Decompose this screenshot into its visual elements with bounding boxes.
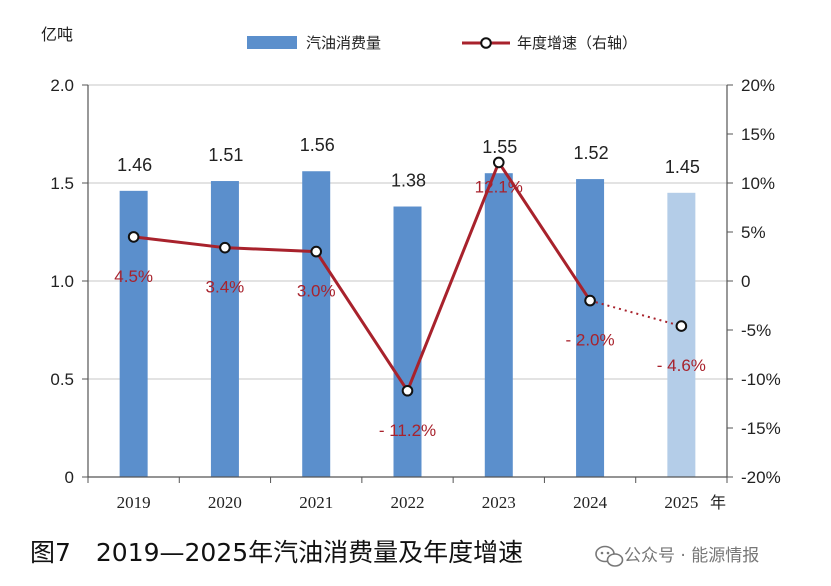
bar-value-label: 1.38 [391, 171, 426, 191]
x-tick-label: 2022 [391, 493, 425, 512]
bar [484, 173, 513, 477]
growth-point [310, 245, 323, 258]
right-tick-label: -10% [741, 370, 781, 389]
right-tick-label: 10% [741, 174, 775, 193]
watermark-text: 公众号 · 能源情报 [624, 546, 759, 566]
right-tick-label: 0 [741, 272, 750, 291]
x-axis-unit: 年 [710, 493, 726, 512]
right-tick-label: -20% [741, 468, 781, 487]
growth-point [492, 156, 505, 169]
x-tick-label: 2019 [117, 493, 151, 512]
legend-bar-swatch [247, 36, 297, 49]
growth-line-solid [133, 160, 592, 393]
growth-line [127, 156, 688, 397]
growth-point [584, 294, 596, 307]
bar [302, 171, 331, 478]
growth-value-label: - 4.6% [657, 356, 706, 375]
legend-line-marker [480, 37, 492, 49]
left-tick-label: 0.5 [50, 370, 74, 389]
left-tick-label: 0 [65, 468, 74, 487]
bar-value-label: 1.52 [574, 143, 609, 163]
growth-point [401, 384, 414, 397]
right-tick-label: 20% [741, 76, 775, 95]
right-tick-label: 15% [741, 125, 775, 144]
left-tick-label: 1.0 [50, 272, 74, 291]
left-tick-label: 2.0 [50, 76, 74, 95]
right-tick-label: -15% [741, 419, 781, 438]
bar-value-label: 1.56 [300, 135, 335, 155]
legend-bar-label: 汽油消费量 [306, 34, 381, 52]
left-tick-label: 1.5 [50, 174, 74, 193]
x-tick-label: 2025 [664, 493, 698, 512]
legend: 汽油消费量 年度增速（右轴） [247, 34, 637, 52]
bar [393, 206, 422, 477]
legend-line-label: 年度增速（右轴） [517, 34, 637, 52]
growth-point [127, 231, 140, 243]
bar-value-label: 1.55 [482, 137, 517, 157]
growth-value-label: 4.5% [114, 267, 153, 286]
bar [210, 181, 239, 478]
bar-value-label: 1.51 [208, 145, 243, 165]
growth-value-label: - 11.2% [379, 421, 436, 440]
growth-value-label: 12.1% [475, 177, 523, 196]
wechat-icon [595, 545, 624, 567]
left-axis-unit: 亿吨 [41, 25, 73, 44]
watermark: 公众号 · 能源情报 [595, 545, 759, 567]
growth-point [675, 320, 688, 332]
axes: 0 0.5 1.0 1.5 2.0 -20% -15% -10% -5% 0 5% 10% 15% 20%… [50, 76, 780, 512]
growth-value-label: 3.0% [297, 282, 336, 301]
growth-value-label: - 2.0% [566, 331, 615, 350]
growth-value-label: 3.4% [206, 278, 245, 297]
x-tick-label: 2024 [573, 493, 608, 512]
growth-line-dotted [589, 299, 682, 328]
growth-point [219, 241, 231, 254]
bar-value-label: 1.45 [665, 157, 700, 177]
x-tick-label: 2023 [482, 493, 516, 512]
right-tick-label: -5% [741, 321, 771, 340]
data-labels: 1.46 1.51 1.56 1.38 1.55 1.52 1.45 4.5% 3.4% 3.0%… [114, 135, 706, 440]
bar-value-label: 1.46 [117, 155, 152, 175]
bar [576, 179, 605, 477]
bar [667, 192, 696, 478]
x-tick-label: 2020 [208, 493, 242, 512]
x-tick-label: 2021 [299, 493, 333, 512]
figure-caption: 图7 2019—2025年汽油消费量及年度增速 [30, 538, 523, 567]
right-tick-label: 5% [741, 223, 766, 242]
